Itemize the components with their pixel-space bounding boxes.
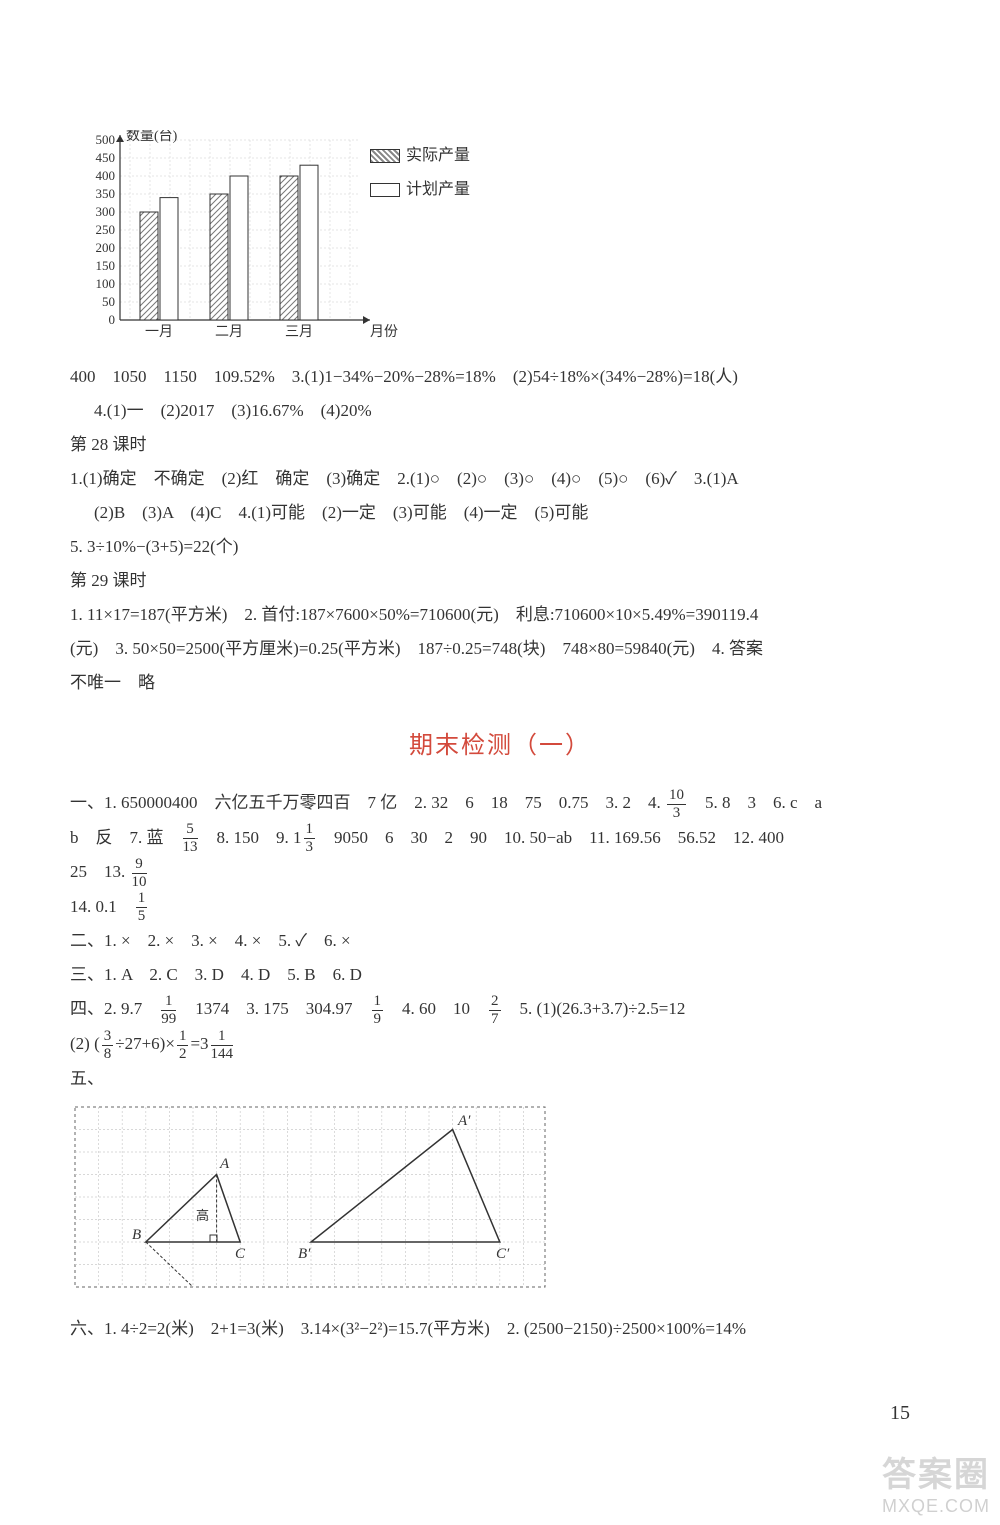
answer-line: 4.(1)一 (2)2017 (3)16.67% (4)20% xyxy=(70,394,930,428)
text: × xyxy=(165,1034,175,1053)
watermark-line1: 答案圈 xyxy=(882,1447,990,1496)
xcat: 二月 xyxy=(215,324,243,340)
text: 25 13. xyxy=(70,862,130,881)
lesson-29-header: 第 29 课时 xyxy=(70,564,930,598)
text: ÷27+6 xyxy=(115,1034,159,1053)
point-B2: B′ xyxy=(298,1246,311,1262)
xcat: 一月 xyxy=(145,324,173,340)
ytick: 100 xyxy=(96,276,116,291)
x-axis-label: 月份 xyxy=(370,324,398,340)
exam-title: 期末检测（一） xyxy=(70,722,930,770)
answer-line: 不唯一 略 xyxy=(70,666,930,700)
ytick: 350 xyxy=(96,186,116,201)
answer-line: (2) (38÷27+6)×12=31144 xyxy=(70,1027,930,1062)
text: b 反 7. 蓝 xyxy=(70,828,181,847)
point-A: A xyxy=(219,1156,230,1172)
fraction: 38 xyxy=(102,1029,114,1062)
text: 9050 6 30 2 90 10. 50−ab 11. 169.56 56.5… xyxy=(317,828,784,847)
answer-line: b 反 7. 蓝 513 8. 150 9. 113 9050 6 30 2 9… xyxy=(70,821,930,856)
ytick: 250 xyxy=(96,222,116,237)
fraction: 12 xyxy=(177,1029,189,1062)
answer-line: 1. 11×17=187(平方米) 2. 首付:187×7600×50%=710… xyxy=(70,598,930,632)
ytick: 50 xyxy=(102,294,115,309)
fraction: 13 xyxy=(304,822,316,855)
watermark: 答案圈 MXQE.COM xyxy=(882,1447,990,1517)
text: 14. 0.1 xyxy=(70,897,134,916)
chart-legend: 实际产量 计划产量 xyxy=(370,140,470,208)
geometry-figure: A B C A′ B′ C′ 高 xyxy=(70,1102,930,1304)
height-label: 高 xyxy=(196,1208,209,1223)
point-A2: A′ xyxy=(457,1113,471,1129)
legend-label-plan: 计划产量 xyxy=(406,174,470,206)
answer-line: (2)B (3)A (4)C 4.(1)可能 (2)一定 (3)可能 (4)一定… xyxy=(70,496,930,530)
ytick: 450 xyxy=(96,150,116,165)
text: 1374 3. 175 304.97 xyxy=(178,999,369,1018)
answer-line: 1.(1)确定 不确定 (2)红 确定 (3)确定 2.(1)○ (2)○ (3… xyxy=(70,462,930,496)
watermark-line2: MXQE.COM xyxy=(882,1496,990,1517)
answer-line: 四、2. 9.7 199 1374 3. 175 304.97 19 4. 60… xyxy=(70,992,930,1027)
fraction: 19 xyxy=(372,994,384,1027)
lesson-28-header: 第 28 课时 xyxy=(70,428,930,462)
text: 4. 60 10 xyxy=(385,999,487,1018)
answer-line: 400 1050 1150 109.52% 3.(1)1−34%−20%−28%… xyxy=(70,360,930,394)
point-C2: C′ xyxy=(496,1246,510,1262)
fraction: 103 xyxy=(667,788,686,821)
ytick: 150 xyxy=(96,258,116,273)
fraction: 1144 xyxy=(211,1029,234,1062)
answer-line: 三、1. A 2. C 3. D 4. D 5. B 6. D xyxy=(70,958,930,992)
answer-line: 25 13. 910 xyxy=(70,855,930,890)
text: 8. 150 9. 1 xyxy=(200,828,302,847)
bar-chart: 0 50 100 150 200 250 300 350 400 450 500 xyxy=(70,130,470,350)
ytick: 500 xyxy=(96,132,116,147)
xcat: 三月 xyxy=(285,324,313,340)
page-number: 15 xyxy=(890,1402,910,1425)
answer-line: 六、1. 4÷2=2(米) 2+1=3(米) 3.14×(3²−2²)=15.7… xyxy=(70,1312,930,1346)
text: 5. (1)(26.3+3.7)÷2.5=12 xyxy=(503,999,686,1018)
answer-line: 二、1. × 2. × 3. × 4. × 5. ✓ 6. × xyxy=(70,924,930,958)
text: (2) xyxy=(70,1034,90,1053)
legend-label-actual: 实际产量 xyxy=(406,140,470,172)
point-B: B xyxy=(132,1227,141,1243)
answer-line: 5. 3÷10%−(3+5)=22(个) xyxy=(70,530,930,564)
text: 一、1. 650000400 六亿五千万零四百 7 亿 2. 32 6 18 7… xyxy=(70,793,665,812)
answer-line: 14. 0.1 15 xyxy=(70,890,930,925)
answer-line: 一、1. 650000400 六亿五千万零四百 7 亿 2. 32 6 18 7… xyxy=(70,786,930,821)
text: =3 xyxy=(190,1034,208,1053)
ytick: 300 xyxy=(96,204,116,219)
fraction: 513 xyxy=(183,822,198,855)
ytick: 400 xyxy=(96,168,116,183)
ytick: 0 xyxy=(109,312,116,327)
answer-line: (元) 3. 50×50=2500(平方厘米)=0.25(平方米) 187÷0.… xyxy=(70,632,930,666)
text: 四、2. 9.7 xyxy=(70,999,159,1018)
y-axis-label: 数量(台) xyxy=(126,130,178,144)
fraction: 15 xyxy=(136,891,148,924)
fraction: 910 xyxy=(132,857,147,890)
fraction: 199 xyxy=(161,994,176,1027)
text: 5. 8 3 6. c a xyxy=(688,793,822,812)
legend-swatch-actual xyxy=(370,149,400,163)
ytick: 200 xyxy=(96,240,116,255)
point-C: C xyxy=(235,1246,246,1262)
section-five-label: 五、 xyxy=(70,1062,930,1096)
legend-swatch-plan xyxy=(370,183,400,197)
fraction: 27 xyxy=(489,994,501,1027)
